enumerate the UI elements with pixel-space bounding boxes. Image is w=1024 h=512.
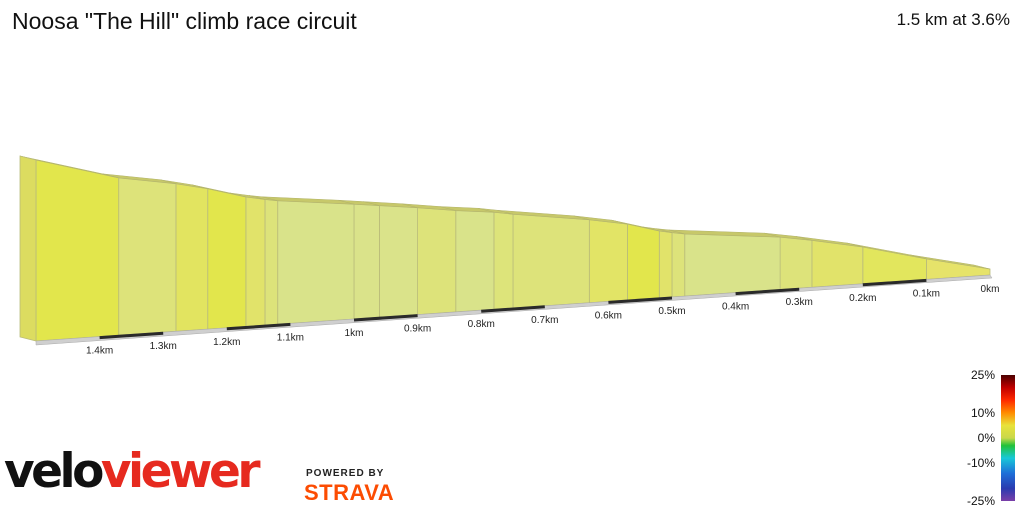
distance-tick-label: 0.2km xyxy=(849,293,876,304)
distance-bar xyxy=(226,322,291,331)
profile-segment xyxy=(379,205,419,318)
profile-segment xyxy=(658,230,673,299)
profile-segment xyxy=(811,239,864,288)
gradient-scale-tick: 25% xyxy=(970,368,995,382)
profile-segment xyxy=(779,236,813,290)
distance-tick-label: 0.1km xyxy=(913,288,940,299)
gradient-scale-bar xyxy=(1001,375,1015,501)
distance-tick-label: 0.6km xyxy=(595,310,622,321)
distance-tick-label: 1.3km xyxy=(150,341,177,352)
distance-tick-label: 0.9km xyxy=(404,324,431,335)
distance-tick-label: 1.1km xyxy=(277,332,304,343)
profile-segment xyxy=(627,223,660,301)
distance-bar xyxy=(353,314,418,322)
strava-logo: STRAVA xyxy=(304,480,395,505)
profile-segment xyxy=(684,233,781,297)
distance-tick-label: 1.4km xyxy=(86,346,113,357)
logo-velo-text: velo xyxy=(4,444,104,499)
page-title: Noosa "The Hill" climb race circuit xyxy=(12,8,357,34)
distance-tick-label: 0km xyxy=(981,284,1000,295)
distance-tick-label: 1.2km xyxy=(213,337,240,348)
distance-axis: 0km 0.1km 0.2km 0.3km 0.4km 0.5km 0.6km 0.7km 0.… xyxy=(86,278,1000,357)
profile-segment xyxy=(207,188,247,330)
profile-segment xyxy=(277,200,355,325)
distance-bar xyxy=(481,305,545,313)
profile-segment xyxy=(245,196,266,327)
distance-tick-label: 0.8km xyxy=(468,319,495,330)
distance-tick-label: 0.3km xyxy=(786,297,813,308)
distance-bar xyxy=(862,278,927,287)
profile-segment xyxy=(512,213,590,309)
profile-end-cap xyxy=(19,155,37,342)
profile-segment xyxy=(118,177,177,336)
profile-segment xyxy=(671,232,686,298)
logo-viewer-text: viewer xyxy=(100,444,261,499)
gradient-scale-tick: 0% xyxy=(977,431,995,445)
profile-segment xyxy=(353,203,380,320)
profile-segment xyxy=(455,210,495,313)
profile-segment xyxy=(264,199,279,326)
distance-tick-label: 0.5km xyxy=(658,306,685,317)
profile-segment xyxy=(175,183,209,332)
distance-bar xyxy=(99,331,164,340)
gradient-scale-tick: -10% xyxy=(966,456,995,471)
profile-segments xyxy=(19,155,991,342)
profile-segment xyxy=(35,159,120,342)
profile-segment xyxy=(417,207,457,316)
climb-summary: 1.5 km at 3.6% xyxy=(896,10,1010,29)
distance-bar xyxy=(735,287,800,296)
powered-by-label: POWERED BY xyxy=(306,468,385,479)
gradient-scale-tick: 10% xyxy=(970,405,995,420)
veloviewer-logo: veloviewer xyxy=(4,448,261,495)
distance-tick-label: 0.4km xyxy=(722,302,749,313)
profile-segment xyxy=(588,219,628,304)
distance-tick-label: 1km xyxy=(345,328,364,339)
distance-bar xyxy=(608,296,673,304)
distance-tick-label: 0.7km xyxy=(531,315,558,326)
profile-segment xyxy=(493,211,514,310)
gradient-scale-tick: -25% xyxy=(966,494,995,508)
